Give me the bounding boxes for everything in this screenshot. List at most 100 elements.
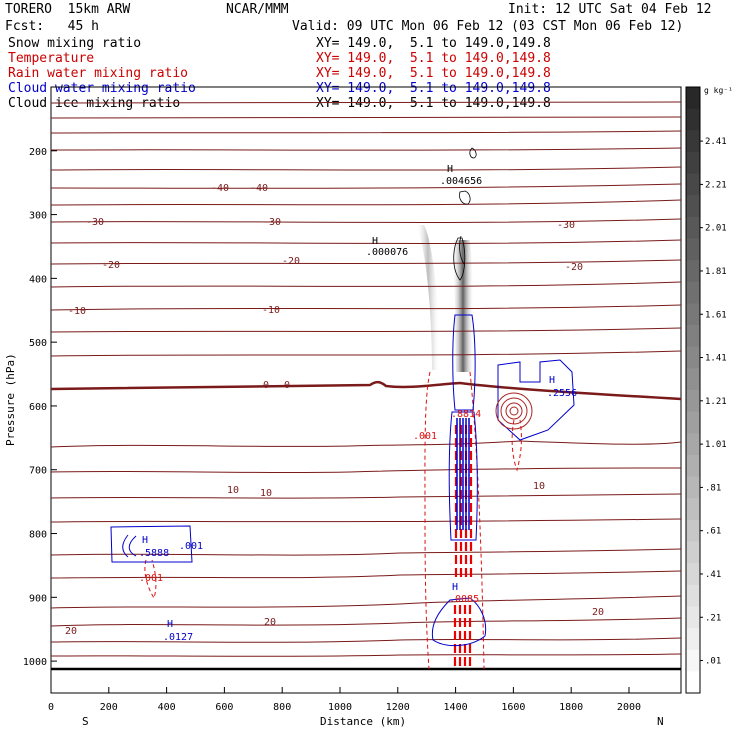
freezing-line — [50, 380, 682, 401]
colorbar-label: 1.61 — [705, 310, 727, 320]
y-tick-label: 200 — [29, 147, 47, 158]
temp-label: 20 — [264, 617, 276, 628]
colorbar-segment — [686, 454, 700, 478]
colorbar-segment — [686, 649, 700, 672]
x-axis-label: Distance (km) — [320, 715, 406, 728]
legend-snow-xy: XY= 149.0, 5.1 to 149.0,149.8 — [316, 36, 551, 51]
legend-temp-label: Temperature — [8, 51, 95, 66]
annotation-h: H — [142, 535, 148, 546]
cloud-water-contours — [110, 314, 575, 646]
temp-label: -40 — [211, 183, 229, 194]
colorbar-segment — [686, 433, 700, 456]
colorbar-segment — [686, 281, 700, 304]
forecast-hour: Fcst: 45 h — [5, 19, 99, 34]
colorbar-segment — [686, 541, 700, 564]
y-tick-label: 300 — [29, 211, 47, 222]
temp-label: -20 — [282, 256, 300, 267]
annotation-value: .0085 — [449, 594, 479, 605]
y-tick-label: 600 — [29, 402, 47, 413]
annotation-value: .001 — [179, 541, 203, 552]
legend-rain-label: Rain water mixing ratio — [8, 66, 189, 81]
x-tick-label: 2000 — [617, 702, 641, 713]
colorbar-label: .21 — [705, 613, 721, 623]
y-tick-label: 400 — [29, 274, 47, 285]
colorbar-label: .81 — [705, 483, 721, 493]
colorbar-segment — [686, 238, 700, 261]
legend-cloudice-xy: XY= 149.0, 5.1 to 149.0,149.8 — [316, 96, 551, 111]
annotation-h: H — [167, 619, 173, 630]
legend-cloudwater-xy: XY= 149.0, 5.1 to 149.0,149.8 — [316, 81, 551, 96]
x-tick-label: 0 — [48, 702, 54, 713]
annotation-value: .2556 — [547, 388, 577, 399]
colorbar-label: 2.01 — [705, 224, 727, 234]
legend-temp-xy: XY= 149.0, 5.1 to 149.0,149.8 — [316, 51, 551, 66]
temp-label: 10 — [260, 488, 272, 499]
x-tick-label: 1600 — [501, 702, 525, 713]
colorbar-segment — [686, 411, 700, 434]
x-end-left: S — [82, 715, 89, 728]
valid-time: Valid: 09 UTC Mon 06 Feb 12 (03 CST Mon … — [292, 19, 684, 34]
colorbar-label: 1.21 — [705, 397, 727, 407]
temp-label: 0 — [263, 380, 269, 391]
model-name: TORERO 15km ARW — [5, 2, 131, 17]
y-tick-label: 700 — [29, 466, 47, 477]
colorbar-segment — [686, 476, 700, 499]
y-axis-label: Pressure (hPa) — [4, 353, 17, 446]
colorbar-segment — [686, 606, 700, 629]
x-tick-label: 400 — [158, 702, 176, 713]
annotation-value: .8814 — [451, 409, 481, 420]
legend-cloudice-label: Cloud ice mixing ratio — [8, 96, 181, 111]
y-axis: 200 300 400 500 600 700 800 900 1000 — [23, 147, 57, 668]
colorbar-segment — [686, 108, 700, 131]
annotation-value: .000076 — [366, 247, 408, 258]
colorbar-label: .61 — [705, 527, 721, 537]
annotation-h: H — [549, 375, 555, 386]
colorbar: 2.41 2.21 2.01 1.81 1.61 1.41 1.21 1.01 .81 .61 .4… — [685, 86, 727, 694]
colorbar-segment — [686, 519, 700, 542]
annotation-h: H — [447, 164, 453, 175]
temp-label: 20 — [65, 626, 77, 637]
x-tick-label: 1200 — [386, 702, 410, 713]
init-time: Init: 12 UTC Sat 04 Feb 12 — [508, 2, 712, 17]
y-tick-label: 800 — [29, 530, 47, 541]
x-end-right: N — [657, 715, 664, 728]
colorbar-segment — [686, 195, 700, 218]
y-tick-label: 500 — [29, 338, 47, 349]
temperature-contours — [50, 101, 682, 657]
legend-cloudwater-label: Cloud water mixing ratio — [8, 81, 196, 96]
colorbar-frame — [685, 86, 701, 694]
temp-label: -30 — [557, 220, 575, 231]
colorbar-label: 1.01 — [705, 440, 727, 450]
legend-rain-xy: XY= 149.0, 5.1 to 149.0,149.8 — [316, 66, 551, 81]
y-tick-label: 1000 — [23, 657, 47, 668]
colorbar-unit: g kg⁻¹ — [704, 86, 733, 95]
colorbar-segment — [686, 151, 700, 175]
x-tick-label: 800 — [273, 702, 291, 713]
x-tick-label: 200 — [100, 702, 118, 713]
colorbar-segment — [686, 216, 700, 239]
annotation-value: .001 — [413, 431, 437, 442]
temp-label: 0 — [284, 380, 290, 391]
x-tick-label: 600 — [215, 702, 233, 713]
temp-label: 10 — [533, 481, 545, 492]
colorbar-segment — [686, 130, 700, 153]
legend-snow-label: Snow mixing ratio — [8, 36, 142, 51]
rain-core-bands — [453, 425, 473, 669]
cloud-ice-contours — [453, 147, 477, 281]
x-tick-label: 1800 — [559, 702, 583, 713]
plot-frame — [50, 86, 682, 694]
temperature-labels: -40 -40 -30 -30 -30 -20 -20 -20 -10 -10 … — [65, 183, 604, 637]
temp-label: -30 — [86, 217, 104, 228]
colorbar-label: 1.81 — [705, 267, 727, 277]
annotation-h: H — [452, 582, 458, 593]
colorbar-label: 1.41 — [705, 354, 727, 364]
colorbar-segment — [686, 584, 700, 607]
colorbar-segment — [686, 303, 700, 326]
temp-label: -10 — [68, 306, 86, 317]
colorbar-segment — [686, 628, 700, 651]
temp-label: -20 — [102, 260, 120, 271]
colorbar-label: 2.21 — [705, 180, 727, 190]
x-tick-label: 1400 — [444, 702, 468, 713]
snow-shading — [416, 225, 474, 372]
colorbar-label: .41 — [705, 570, 721, 580]
